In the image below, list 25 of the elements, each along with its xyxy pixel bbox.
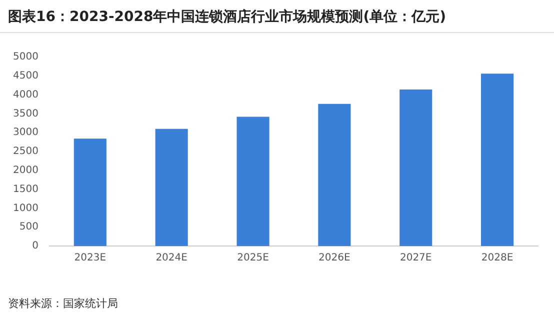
y-tick-label: 3000	[12, 127, 38, 138]
x-tick-label: 2023E	[74, 252, 106, 264]
x-tick-label: 2027E	[400, 252, 432, 264]
y-tick-label: 500	[19, 222, 38, 233]
x-tick-label: 2026E	[318, 252, 350, 264]
y-tick-label: 0	[32, 240, 38, 252]
y-tick-label: 1500	[12, 184, 38, 195]
y-tick-label: 4500	[12, 70, 38, 82]
x-tick-label: 2024E	[156, 252, 188, 264]
y-tick-label: 3500	[12, 108, 38, 120]
y-tick-label: 4000	[12, 89, 38, 100]
bar	[481, 74, 514, 246]
text: 资料来源：国家统计局	[8, 296, 118, 311]
bar	[236, 116, 270, 246]
y-tick-label: 1000	[12, 202, 38, 214]
bar	[400, 90, 432, 246]
y-tick-label: 2000	[12, 164, 38, 176]
x-tick-label: 2028E	[481, 252, 514, 264]
bar	[74, 138, 106, 246]
x-tick-label: 2025E	[237, 252, 269, 264]
chart-title: 图表16：2023-2028年中国连锁酒店行业市场规模预测(单位：亿元)	[8, 8, 448, 26]
y-tick-label: 2500	[12, 146, 38, 158]
bar	[318, 104, 351, 246]
bar	[155, 128, 188, 246]
y-tick-label: 5000	[12, 52, 38, 63]
